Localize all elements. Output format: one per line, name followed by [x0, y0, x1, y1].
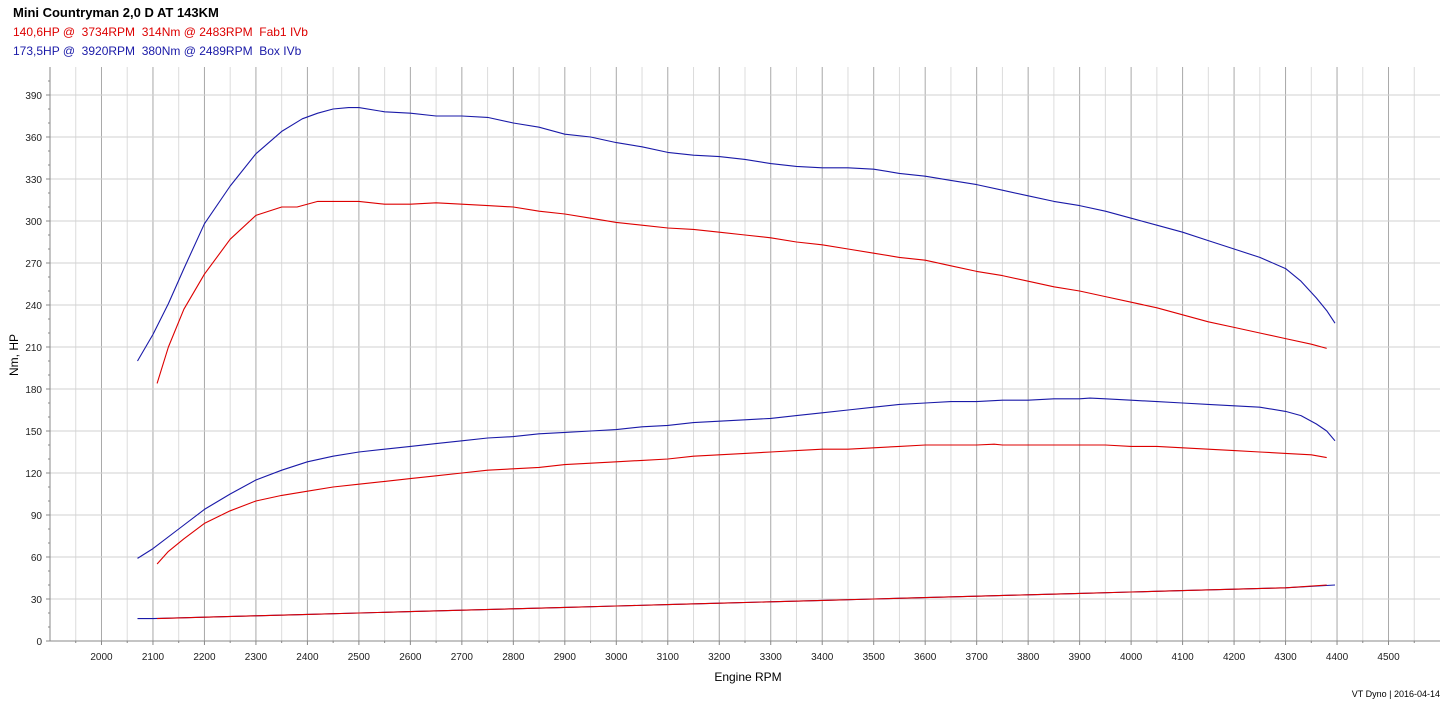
- legend-entry-box: 173,5HP @ 3920RPM 380Nm @ 2489RPM Box IV…: [13, 44, 302, 58]
- y-tick-label: 90: [31, 511, 43, 522]
- x-tick-label: 2200: [193, 652, 216, 663]
- x-tick-label: 2100: [142, 652, 165, 663]
- x-tick-label: 2600: [399, 652, 422, 663]
- series-power-box-ivb: [137, 397, 1336, 559]
- y-tick-label: 390: [25, 91, 42, 102]
- x-tick-label: 3100: [657, 652, 680, 663]
- x-tick-label: 3000: [605, 652, 628, 663]
- y-tick-label: 270: [25, 259, 42, 270]
- y-tick-label: 60: [31, 553, 43, 564]
- x-tick-label: 4300: [1274, 652, 1297, 663]
- footer-credit: VT Dyno | 2016-04-14: [1351, 689, 1440, 699]
- x-axis-label: Engine RPM: [714, 670, 781, 684]
- x-tick-label: 4500: [1377, 652, 1400, 663]
- x-tick-label: 3400: [811, 652, 834, 663]
- x-tick-label: 3800: [1017, 652, 1040, 663]
- grid-lines: [50, 67, 1440, 641]
- y-tick-label: 0: [36, 637, 42, 648]
- x-tick-label: 3900: [1069, 652, 1092, 663]
- y-tick-label: 330: [25, 175, 42, 186]
- x-tick-label: 3300: [760, 652, 783, 663]
- x-tick-label: 4200: [1223, 652, 1246, 663]
- x-tick-label: 2800: [502, 652, 525, 663]
- y-tick-label: 120: [25, 469, 42, 480]
- x-tick-label: 2000: [90, 652, 113, 663]
- series-torque-box-ivb: [137, 107, 1336, 362]
- y-tick-label: 240: [25, 301, 42, 312]
- y-tick-label: 30: [31, 595, 43, 606]
- x-tick-label: 2500: [348, 652, 371, 663]
- series-loss-box-ivb: [137, 584, 1336, 620]
- y-tick-label: 180: [25, 385, 42, 396]
- x-tick-label: 2300: [245, 652, 268, 663]
- chart-title: Mini Countryman 2,0 D AT 143KM: [13, 5, 219, 20]
- x-tick-label: 4100: [1171, 652, 1194, 663]
- series-lines: [137, 107, 1336, 620]
- y-tick-label: 360: [25, 133, 42, 144]
- x-tick-label: 3700: [966, 652, 989, 663]
- x-tick-label: 4400: [1326, 652, 1349, 663]
- x-tick-label: 4000: [1120, 652, 1143, 663]
- y-tick-label: 210: [25, 343, 42, 354]
- x-tick-label: 3500: [863, 652, 886, 663]
- y-tick-label: 150: [25, 427, 42, 438]
- x-tick-label: 3200: [708, 652, 731, 663]
- x-tick-label: 2700: [451, 652, 474, 663]
- y-tick-label: 300: [25, 217, 42, 228]
- legend-entry-fab1: 140,6HP @ 3734RPM 314Nm @ 2483RPM Fab1 I…: [13, 25, 308, 39]
- y-axis-label: Nm, HP: [7, 334, 21, 376]
- x-tick-label: 2900: [554, 652, 577, 663]
- x-tick-label: 2400: [296, 652, 319, 663]
- series-loss-fab1-ivb: [157, 584, 1327, 620]
- series-power-fab1-ivb: [156, 443, 1327, 565]
- axes: 0 30 60 90 120 150 180 210 240 270 300 330 360 390 200…: [25, 67, 1440, 663]
- x-tick-label: 3600: [914, 652, 937, 663]
- series-torque-fab1-ivb: [156, 200, 1327, 384]
